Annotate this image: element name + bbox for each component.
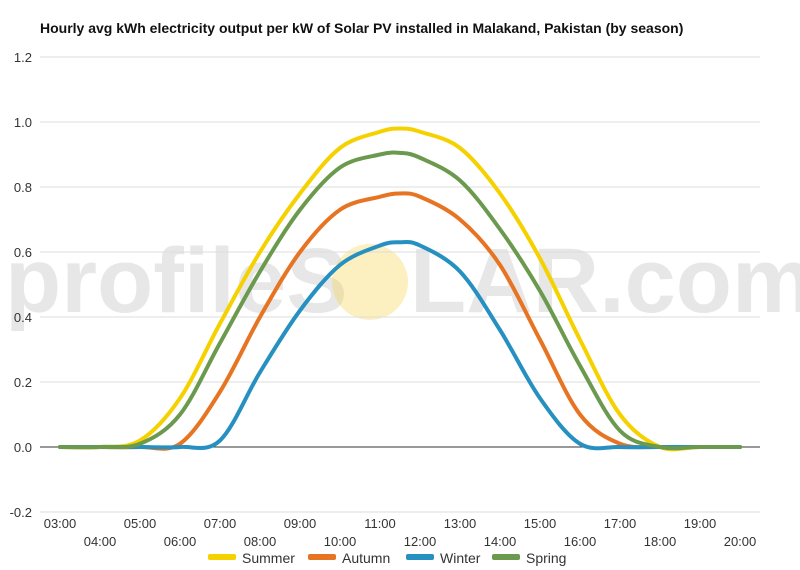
- series-line-winter: [58, 239, 742, 451]
- series-line-spring: [58, 150, 742, 451]
- legend-swatch: [308, 554, 336, 560]
- legend-item-summer[interactable]: Summer: [208, 550, 295, 566]
- watermark-text-left: profileS: [5, 230, 347, 332]
- legend-label: Winter: [440, 550, 481, 566]
- x-tick-label: 13:00: [444, 516, 477, 531]
- x-tick-label: 07:00: [204, 516, 237, 531]
- y-tick-label: 0.4: [14, 310, 32, 325]
- sun-icon: [332, 244, 408, 320]
- chart-title: Hourly avg kWh electricity output per kW…: [40, 20, 684, 36]
- legend-item-autumn[interactable]: Autumn: [308, 550, 390, 566]
- y-tick-label: 0.2: [14, 375, 32, 390]
- y-tick-label: 1.0: [14, 115, 32, 130]
- watermark-text-right: LAR.com: [410, 230, 800, 332]
- series-line-autumn: [58, 191, 742, 451]
- legend-swatch: [208, 554, 236, 560]
- x-tick-label: 03:00: [44, 516, 77, 531]
- legend-item-winter[interactable]: Winter: [406, 550, 481, 566]
- x-tick-label: 16:00: [564, 534, 597, 549]
- x-tick-label: 06:00: [164, 534, 197, 549]
- x-tick-label: 10:00: [324, 534, 357, 549]
- x-tick-label: 19:00: [684, 516, 717, 531]
- x-tick-label: 12:00: [404, 534, 437, 549]
- x-tick-label: 17:00: [604, 516, 637, 531]
- x-tick-label: 15:00: [524, 516, 557, 531]
- legend-swatch: [492, 554, 520, 560]
- y-axis: -0.2 0.0 0.2 0.4 0.6 0.8 1.0 1.2: [10, 50, 32, 520]
- watermark: profileS LAR.com: [5, 230, 800, 332]
- legend-item-spring[interactable]: Spring: [492, 550, 566, 566]
- legend-swatch: [406, 554, 434, 560]
- y-tick-label: 1.2: [14, 50, 32, 65]
- x-axis: 03:00 04:00 05:00 06:00 07:00 08:00 09:00 10:00…: [44, 516, 757, 549]
- x-tick-label: 04:00: [84, 534, 117, 549]
- legend-label: Summer: [242, 550, 295, 566]
- x-tick-label: 05:00: [124, 516, 157, 531]
- series-line-summer: [58, 126, 742, 452]
- x-tick-label: 18:00: [644, 534, 677, 549]
- legend[interactable]: Summer Autumn Winter Spring: [208, 550, 566, 566]
- x-tick-label: 08:00: [244, 534, 277, 549]
- y-tick-label: 0.0: [14, 440, 32, 455]
- series-lines: [58, 126, 742, 452]
- y-tick-label: -0.2: [10, 505, 32, 520]
- legend-label: Spring: [526, 550, 566, 566]
- x-tick-label: 20:00: [724, 534, 757, 549]
- x-tick-label: 14:00: [484, 534, 517, 549]
- x-tick-label: 11:00: [364, 516, 396, 531]
- x-tick-label: 09:00: [284, 516, 317, 531]
- y-tick-label: 0.8: [14, 180, 32, 195]
- legend-label: Autumn: [342, 550, 390, 566]
- y-tick-label: 0.6: [14, 245, 32, 260]
